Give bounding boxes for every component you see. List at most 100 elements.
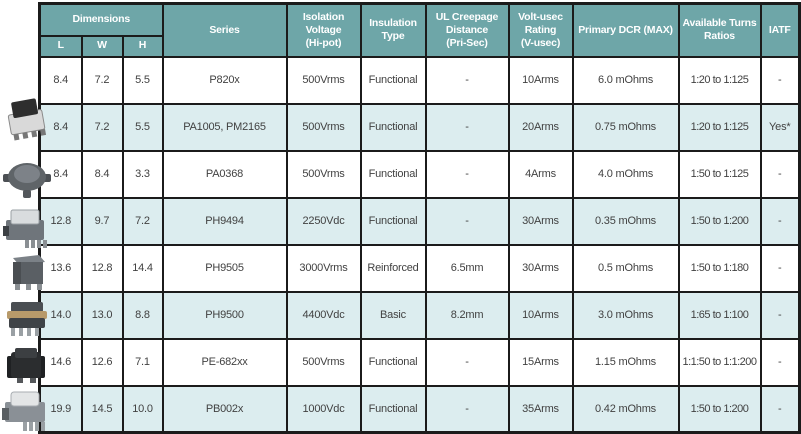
table-row: 19.9 14.5 10.0 PB002x 1000Vdc Functional -35Ar… [38,384,801,434]
cell-insulation: Basic [359,290,427,340]
cell-series: PH9500 [161,290,288,340]
cell-l: 8.4 [38,149,83,199]
table-body: 8.4 7.2 5.5 P820x 500Vrms Functional -10Arms 6.… [38,55,801,434]
table-row: 8.4 8.4 3.3 PA0368 500Vrms Functional -4Arms 4.… [38,149,801,199]
cell-l: 19.9 [38,384,83,434]
cell-iatf: - [759,55,801,105]
cell-series: PH9505 [161,243,288,293]
cell-w: 7.2 [80,55,124,105]
cell-turns: 1:20 to 1:125 [677,102,762,152]
cell-iatf: - [759,196,801,246]
cell-isolation: 1000Vdc [285,384,362,434]
cell-turns: 1:50 to 1:200 [677,196,762,246]
cell-series: PH9494 [161,196,288,246]
col-header-volt-usec: Volt-usec Rating (V-usec) [507,2,574,58]
col-header-length: L [38,34,83,58]
cell-iatf: Yes* [759,102,801,152]
cell-dcr: 0.35 mOhms [571,196,680,246]
cell-isolation: 500Vrms [285,149,362,199]
cell-volt_usec: 10Arms [507,290,574,340]
cell-dcr: 0.42 mOhms [571,384,680,434]
cell-l: 14.6 [38,337,83,387]
cell-iatf: - [759,290,801,340]
cell-creepage: 8.2mm [424,290,510,340]
cell-creepage: - [424,149,510,199]
cell-insulation: Functional [359,55,427,105]
cell-l: 13.6 [38,243,83,293]
cell-insulation: Functional [359,337,427,387]
cell-w: 12.8 [80,243,124,293]
col-header-height: H [121,34,164,58]
cell-insulation: Functional [359,384,427,434]
table-header: Dimensions Series Isolation Voltage (Hi-… [38,2,801,58]
cell-h: 3.3 [121,149,164,199]
col-header-iatf: IATF [759,2,801,58]
cell-l: 12.8 [38,196,83,246]
cell-h: 10.0 [121,384,164,434]
cell-h: 7.2 [121,196,164,246]
col-header-insulation-type: Insulation Type [359,2,427,58]
col-header-ul-creepage: UL Creepage Distance (Pri-Sec) [424,2,510,58]
cell-l: 14.0 [38,290,83,340]
cell-l: 8.4 [38,55,83,105]
cell-isolation: 4400Vdc [285,290,362,340]
cell-turns: 1:50 to 1:125 [677,149,762,199]
cell-series: PB002x [161,384,288,434]
col-header-isolation-voltage: Isolation Voltage (Hi-pot) [285,2,362,58]
cell-insulation: Functional [359,149,427,199]
cell-w: 7.2 [80,102,124,152]
cell-h: 14.4 [121,243,164,293]
cell-volt_usec: 30Arms [507,196,574,246]
cell-volt_usec: 10Arms [507,55,574,105]
cell-turns: 1:50 to 1:180 [677,243,762,293]
cell-isolation: 500Vrms [285,55,362,105]
cell-dcr: 6.0 mOhms [571,55,680,105]
table-row: 14.6 12.6 7.1 PE-682xx 500Vrms Functional -15A… [38,337,801,387]
cell-l: 8.4 [38,102,83,152]
cell-isolation: 3000Vrms [285,243,362,293]
table-row: 8.4 7.2 5.5 P820x 500Vrms Functional -10Arms 6.… [38,55,801,105]
col-header-turns-ratios: Available Turns Ratios [677,2,762,58]
cell-h: 8.8 [121,290,164,340]
cell-creepage: - [424,102,510,152]
cell-dcr: 1.15 mOhms [571,337,680,387]
cell-volt_usec: 15Arms [507,337,574,387]
cell-creepage: - [424,55,510,105]
cell-volt_usec: 4Arms [507,149,574,199]
cell-insulation: Reinforced [359,243,427,293]
cell-volt_usec: 35Arms [507,384,574,434]
cell-h: 7.1 [121,337,164,387]
cell-iatf: - [759,149,801,199]
cell-turns: 1:50 to 1:200 [677,384,762,434]
transformer-comparison-table: Dimensions Series Isolation Voltage (Hi-… [38,2,801,434]
cell-series: P820x [161,55,288,105]
cell-volt_usec: 30Arms [507,243,574,293]
cell-creepage: 6.5mm [424,243,510,293]
cell-series: PE-682xx [161,337,288,387]
cell-h: 5.5 [121,102,164,152]
cell-w: 8.4 [80,149,124,199]
cell-dcr: 0.75 mOhms [571,102,680,152]
table-row: 8.4 7.2 5.5 PA1005, PM2165 500Vrms Functional… [38,102,801,152]
cell-w: 13.0 [80,290,124,340]
cell-isolation: 500Vrms [285,337,362,387]
cell-turns: 1:20 to 1:125 [677,55,762,105]
cell-creepage: - [424,384,510,434]
cell-dcr: 4.0 mOhms [571,149,680,199]
cell-iatf: - [759,384,801,434]
cell-insulation: Functional [359,196,427,246]
cell-turns: 1:65 to 1:100 [677,290,762,340]
cell-w: 9.7 [80,196,124,246]
table-row: 12.8 9.7 7.2 PH9494 2250Vdc Functional -30Arms… [38,196,801,246]
cell-iatf: - [759,243,801,293]
cell-dcr: 3.0 mOhms [571,290,680,340]
cell-w: 14.5 [80,384,124,434]
cell-creepage: - [424,337,510,387]
cell-turns: 1:1:50 to 1:1:200 [677,337,762,387]
cell-isolation: 500Vrms [285,102,362,152]
cell-volt_usec: 20Arms [507,102,574,152]
cell-series: PA0368 [161,149,288,199]
col-header-series: Series [161,2,288,58]
cell-w: 12.6 [80,337,124,387]
